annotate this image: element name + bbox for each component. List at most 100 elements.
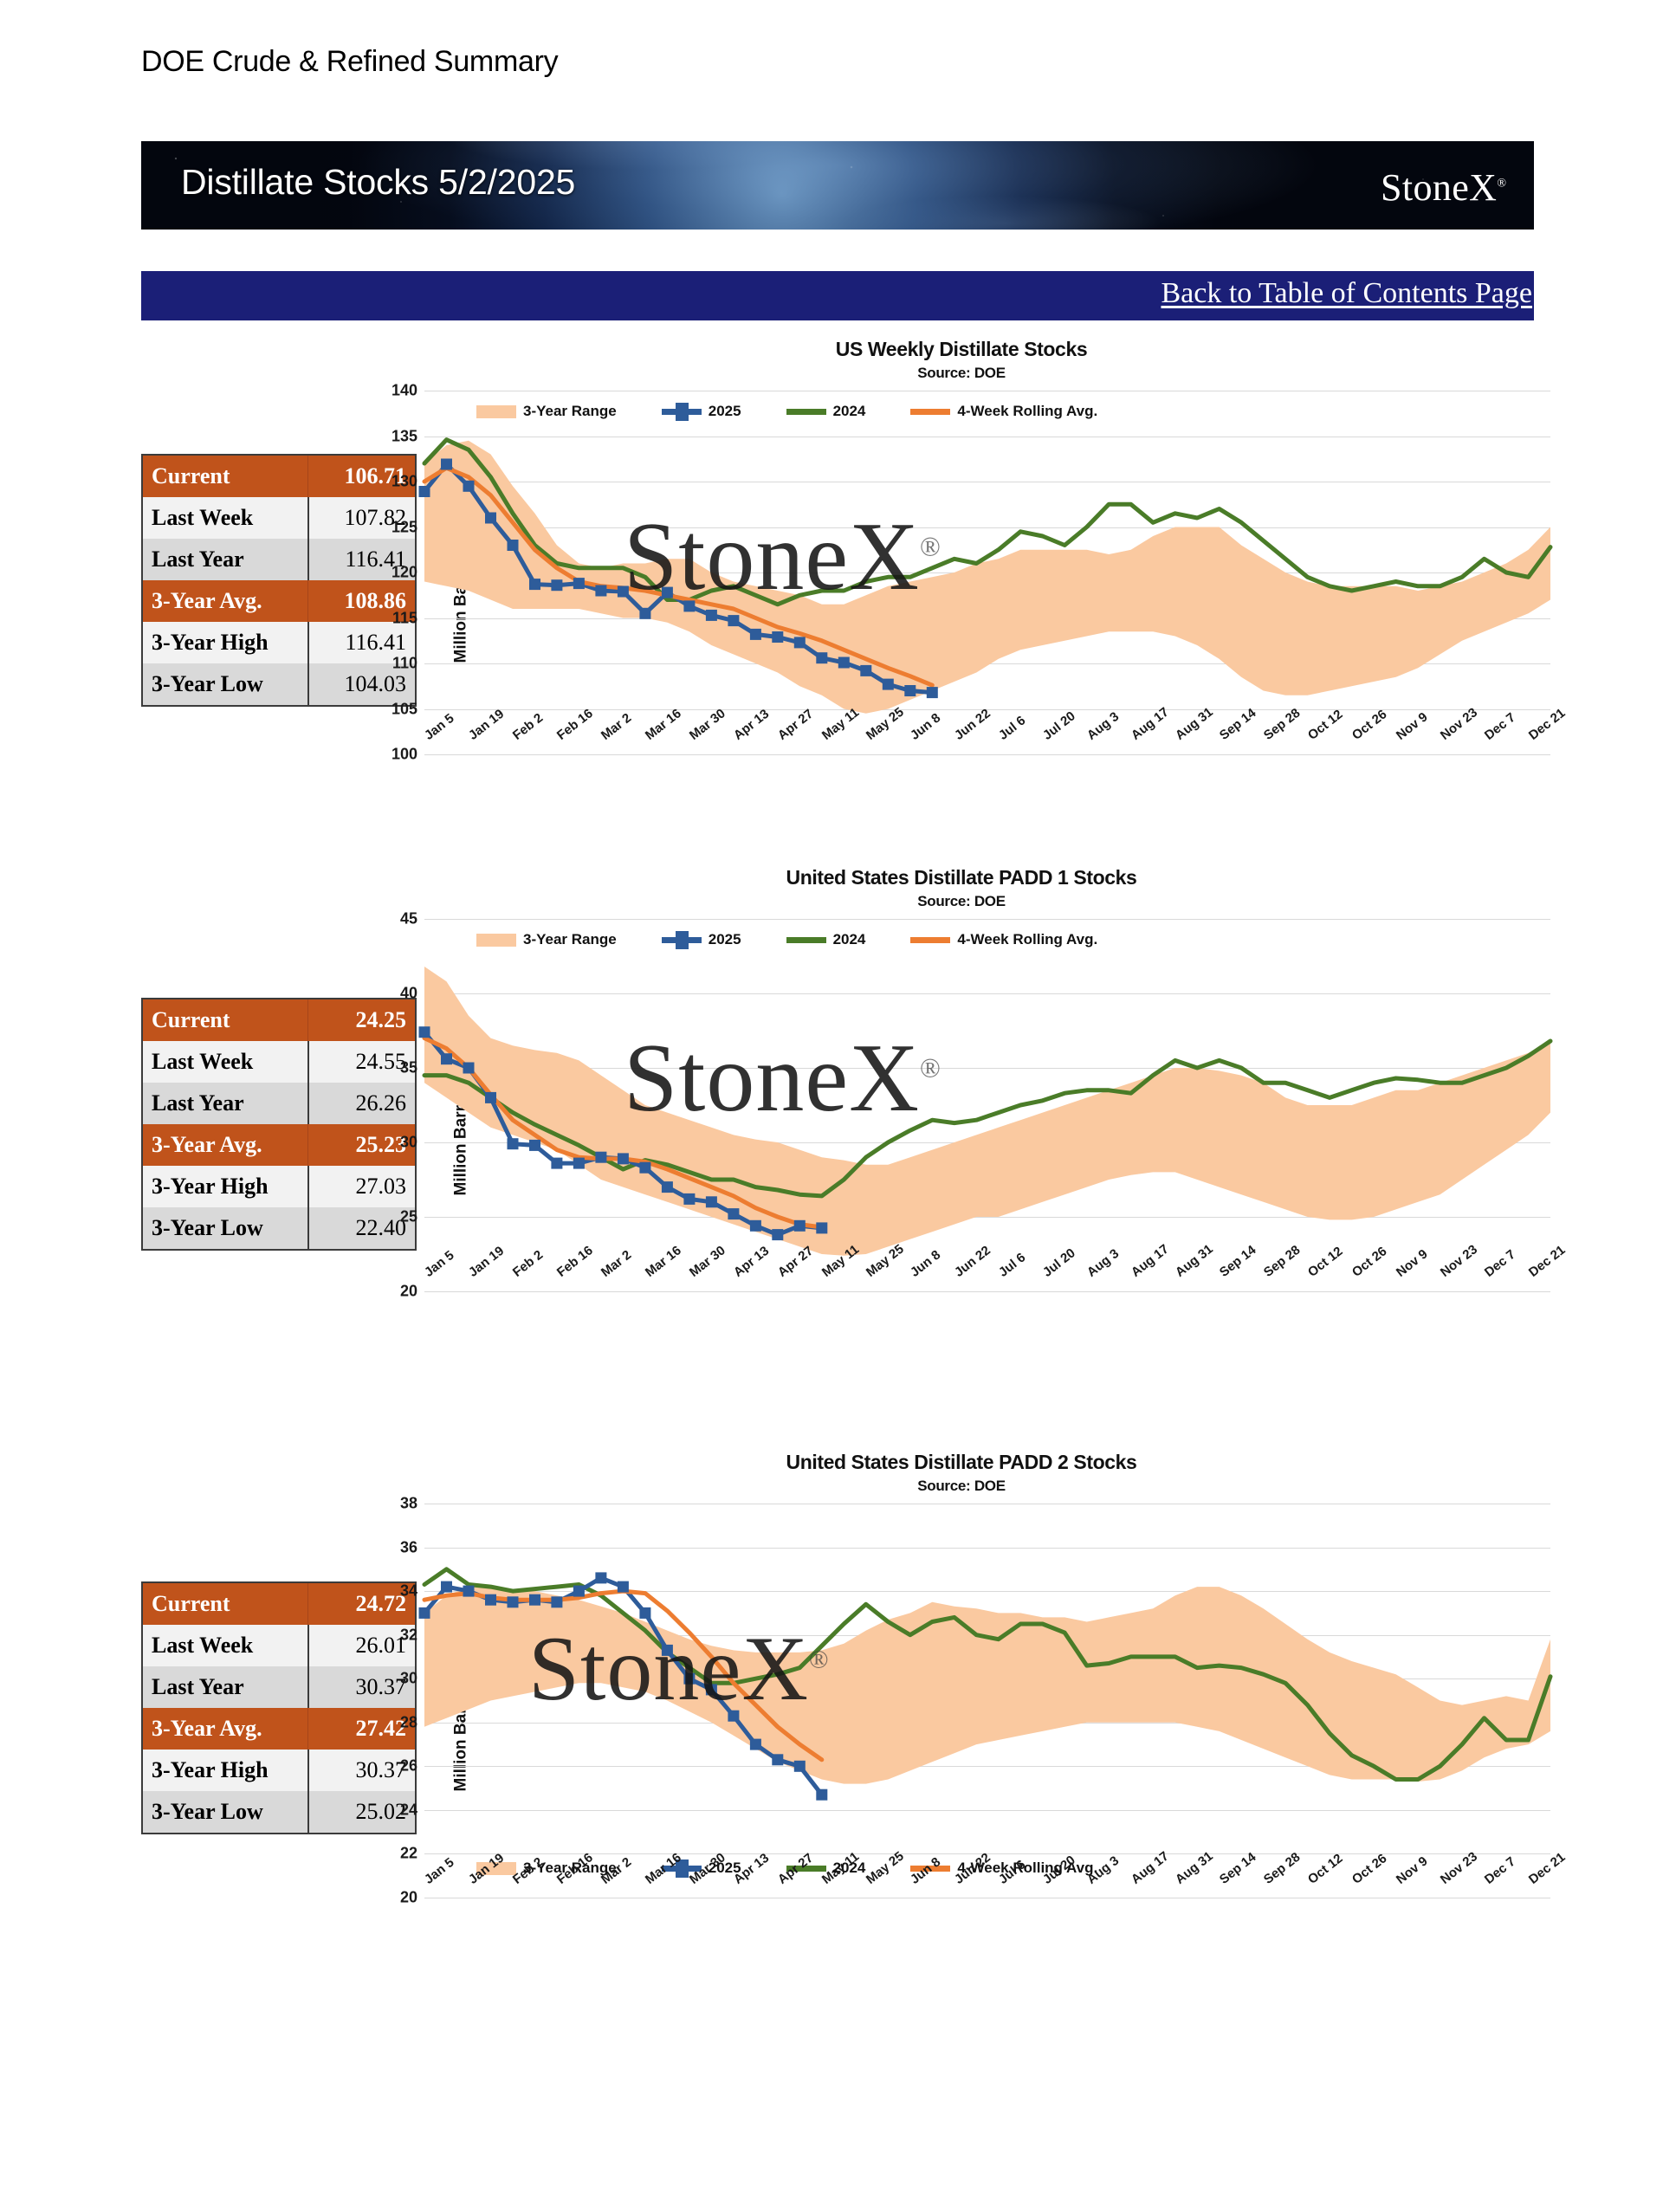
legend-item[interactable]: 4-Week Rolling Avg. [910,403,1097,420]
series-2025-marker [705,1684,717,1696]
y-axis-tick: 25 [399,1207,417,1226]
legend-label: 3-Year Range [523,1860,617,1876]
legend-item[interactable]: 2025 [661,1859,741,1878]
row-label: 3-Year Avg. [142,1708,308,1750]
three-year-range-band [424,967,1550,1256]
series-2025-marker [904,685,916,696]
series-2025-marker [441,458,452,470]
series-2025-marker [728,1208,740,1220]
y-axis-tick: 26 [399,1756,417,1775]
series-2025-marker [772,1229,784,1241]
series-2025-marker [816,1222,828,1234]
legend-label: 4-Week Rolling Avg. [957,403,1098,419]
gridline [424,1547,1550,1549]
table-row: Last Week 26.01 [142,1625,416,1666]
legend-item[interactable]: 4-Week Rolling Avg. [910,931,1097,948]
series-2025-marker [683,1193,696,1205]
series-2025-marker [772,631,784,643]
legend-item[interactable]: 2025 [661,402,741,421]
chart-title: United States Distillate PADD 1 Stocks [786,866,1137,889]
chart-legend: 3-Year Range 2025 2024 4-Week Rolling Avg. [476,1859,1097,1878]
legend-swatch-range [476,1861,516,1875]
registered-trademark-icon: ® [1497,177,1506,191]
y-axis-tick: 34 [399,1581,417,1600]
gridline [424,754,1550,755]
y-axis-tick: 130 [391,472,417,490]
gridline [424,1068,1550,1069]
table-row: Current 24.25 [142,999,416,1041]
series-2025-marker [617,1153,629,1165]
three-year-range-band [424,440,1550,714]
legend-item[interactable]: 2024 [786,1860,865,1877]
series-2025-marker [595,1151,607,1163]
series-2025-marker [639,607,651,619]
y-axis-tick: 20 [399,1888,417,1906]
series-2025-marker [772,1754,784,1766]
row-value: 116.41 [307,622,416,663]
legend-swatch-2025 [661,402,702,421]
legend-item[interactable]: 2024 [786,931,865,948]
chart-subtitle: Source: DOE [917,893,1006,909]
series-2025-marker [749,1219,761,1232]
row-label: 3-Year High [142,1166,309,1207]
legend-item[interactable]: 2025 [661,930,741,949]
legend-item[interactable]: 2024 [786,403,865,420]
series-2025-marker [617,1581,629,1593]
chart-padd2-distillate-stocks: United States Distillate PADD 2 Stocks S… [372,1451,1568,1992]
chart-title: United States Distillate PADD 2 Stocks [786,1451,1137,1473]
row-label: 3-Year High [142,1750,309,1791]
series-2025-marker [728,1710,740,1722]
back-to-toc-link[interactable]: Back to Table of Contents Page [1161,277,1532,309]
series-2025-marker [595,585,607,597]
series-2025-marker [860,664,872,676]
gridline [424,1217,1550,1218]
legend-item[interactable]: 3-Year Range [476,403,617,420]
legend-label: 2025 [708,403,741,419]
row-value: 27.42 [307,1708,416,1750]
table-row: 3-Year High 30.37 [142,1750,416,1791]
report-banner: Distillate Stocks 5/2/2025 StoneX® [141,141,1534,230]
series-2025-marker [926,687,938,699]
y-axis-tick: 24 [399,1801,417,1819]
legend-swatch-rolling-avg [910,1865,951,1872]
plot-area-wrapper: Million Barrels (M BBL) 2025303540453-Ye… [372,910,1553,1300]
series-2025-marker [507,1596,519,1608]
gridline [424,919,1550,920]
row-value: 30.37 [307,1750,416,1791]
legend-item[interactable]: 4-Week Rolling Avg. [910,1860,1097,1877]
row-label: Last Year [142,1666,309,1708]
plot-area: 20 22 24 26 28 30 32 34 36 38 3-Year Range 2025 2024… [400,1495,1553,1906]
stats-table-padd2: Current 24.72 Last Week 26.01 Last Year 30.… [141,1581,417,1834]
chart-padd1-distillate-stocks: United States Distillate PADD 1 Stocks S… [372,866,1568,1386]
legend-item[interactable]: 3-Year Range [476,931,617,948]
table-row: Last Year 116.41 [142,539,416,580]
row-label: Last Week [142,1625,309,1666]
legend-swatch-2024 [786,408,826,415]
row-label: 3-Year Low [142,1791,309,1834]
series-2025-marker [418,1607,430,1619]
series-2025-marker [793,1760,806,1772]
series-2025-marker [683,1672,696,1685]
stonex-logo-text: StoneX [1380,166,1498,209]
series-2025-marker [463,1062,475,1074]
chart-subtitle: Source: DOE [917,1478,1006,1494]
legend-item[interactable]: 3-Year Range [476,1860,617,1877]
legend-label: 2025 [708,931,741,948]
stats-table-us: Current 106.71 Last Week 107.82 Last Year 1… [141,454,417,707]
row-label: 3-Year High [142,622,309,663]
series-2025-marker [463,480,475,492]
series-2025-marker [551,1596,563,1608]
gridline [424,1291,1550,1292]
plot-area-wrapper: Million Barrels (M BBL) 2022242628303234… [372,1495,1553,1906]
plot-area: 20 25 30 35 40 45 3-Year Range 2025 2024 4-Week R… [400,910,1553,1300]
chart-title: US Weekly Distillate Stocks [835,338,1088,360]
y-axis-tick: 40 [399,984,417,1002]
series-2024-line [422,437,1553,607]
series-2025-marker [661,586,673,598]
series-2025-marker [529,1139,540,1151]
row-label: 3-Year Avg. [142,1124,308,1166]
table-row: 3-Year Avg. 25.23 [142,1124,416,1166]
table-row: 3-Year Avg. 27.42 [142,1708,416,1750]
stars-decoration [141,141,1534,230]
y-axis-tick: 125 [391,518,417,535]
